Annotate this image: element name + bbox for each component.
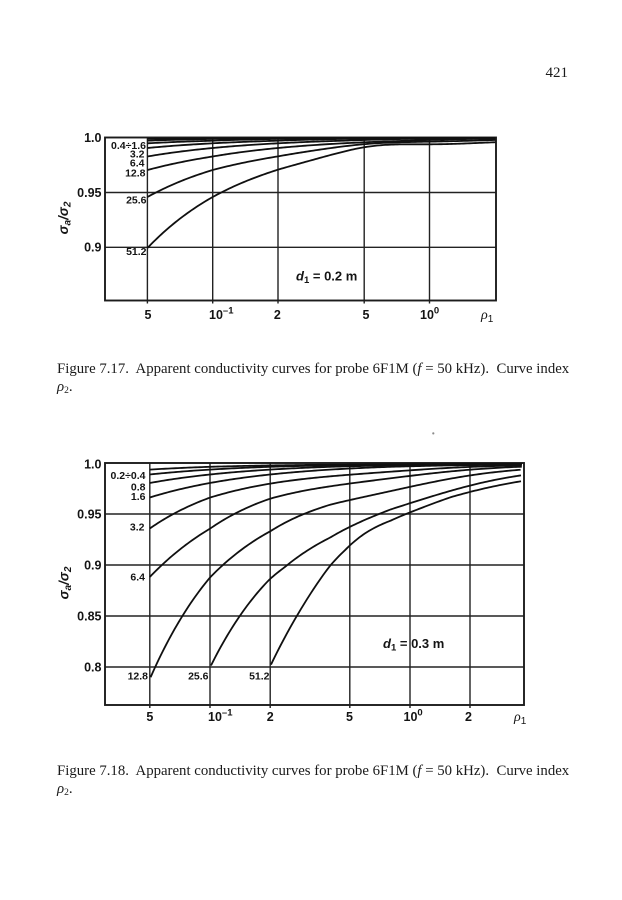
svg-text:ρ1: ρ1	[513, 710, 527, 727]
svg-text:2: 2	[274, 308, 281, 322]
svg-text:25.6: 25.6	[126, 195, 147, 207]
svg-text:12.8: 12.8	[125, 167, 146, 179]
svg-text:51.2: 51.2	[249, 671, 270, 683]
svg-text:σa/σ2: σa/σ2	[56, 201, 74, 234]
svg-text:0.4÷1.6: 0.4÷1.6	[111, 140, 146, 152]
svg-text:0.8: 0.8	[84, 660, 101, 674]
svg-text:6.4: 6.4	[130, 572, 145, 584]
svg-text:3.2: 3.2	[130, 149, 145, 161]
svg-text:d1 = 0.3 m: d1 = 0.3 m	[383, 636, 444, 654]
svg-text:5: 5	[346, 710, 353, 724]
svg-text:0.85: 0.85	[77, 609, 101, 623]
svg-text:10–1: 10–1	[208, 707, 233, 724]
svg-text:1.6: 1.6	[131, 491, 146, 503]
svg-text:51.2: 51.2	[126, 246, 147, 258]
svg-text:100: 100	[404, 707, 423, 724]
svg-text:2: 2	[267, 710, 274, 724]
svg-text:0.95: 0.95	[77, 186, 101, 200]
svg-text:0.8: 0.8	[131, 482, 146, 494]
svg-text:25.6: 25.6	[188, 671, 209, 683]
svg-text:5: 5	[146, 710, 153, 724]
svg-text:σa/σ2: σa/σ2	[57, 566, 75, 599]
svg-text:6.4: 6.4	[130, 158, 145, 170]
svg-text:1.0: 1.0	[84, 457, 101, 471]
svg-text:12.8: 12.8	[128, 671, 149, 683]
svg-text:5: 5	[145, 308, 152, 322]
svg-text:2: 2	[465, 710, 472, 724]
svg-text:0.9: 0.9	[84, 558, 101, 572]
svg-text:10–1: 10–1	[209, 305, 234, 322]
svg-text:5: 5	[363, 308, 370, 322]
svg-text:0.9: 0.9	[84, 241, 101, 255]
svg-text:ρ1: ρ1	[480, 308, 494, 325]
svg-text:100: 100	[420, 305, 439, 322]
svg-text:d1 = 0.2 m: d1 = 0.2 m	[296, 269, 357, 287]
svg-text:0.2÷0.4: 0.2÷0.4	[111, 470, 146, 482]
svg-text:1.0: 1.0	[84, 131, 101, 145]
svg-text:3.2: 3.2	[130, 522, 145, 534]
svg-text:0.95: 0.95	[77, 507, 101, 521]
